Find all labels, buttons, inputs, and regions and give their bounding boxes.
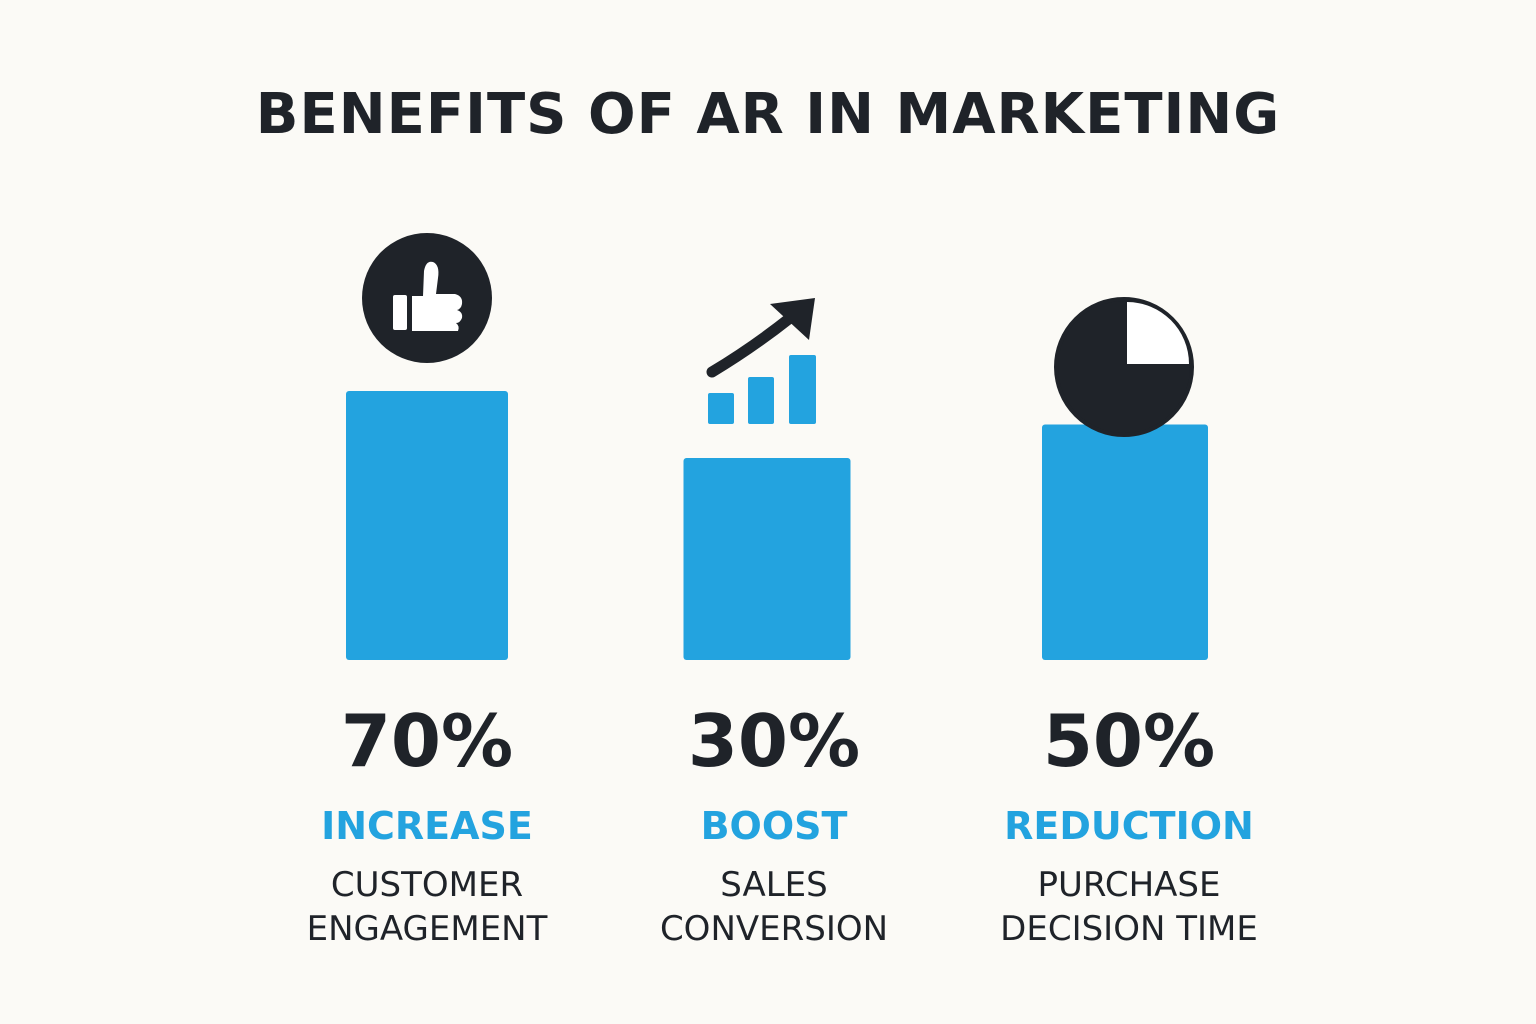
metric-description: SALES CONVERSION xyxy=(594,863,954,951)
bar-2 xyxy=(1042,424,1208,660)
description-line: CUSTOMER xyxy=(330,865,524,905)
bar-1 xyxy=(683,458,851,660)
description-line: ENGAGEMENT xyxy=(306,909,548,949)
metric-column-2: 50% REDUCTION PURCHASE DECISION TIME xyxy=(949,705,1309,951)
growth-chart-icon xyxy=(706,298,816,424)
metric-verb: REDUCTION xyxy=(1004,804,1254,848)
thumbs-up-icon xyxy=(362,233,492,363)
metric-verb: INCREASE xyxy=(321,804,533,848)
metric-verb: BOOST xyxy=(700,804,848,848)
bar-0 xyxy=(346,391,508,660)
chart-title: BENEFITS OF AR IN MARKETING xyxy=(255,82,1281,147)
value-label: 30% xyxy=(687,699,861,783)
metric-column-1: 30% BOOST SALES CONVERSION xyxy=(594,705,954,951)
metric-column-0: 70% INCREASE CUSTOMER ENGAGEMENT xyxy=(247,705,607,951)
description-line: SALES xyxy=(720,865,828,905)
metric-description: CUSTOMER ENGAGEMENT xyxy=(247,863,607,951)
description-line: CONVERSION xyxy=(659,909,889,949)
clock-pie-icon xyxy=(1054,297,1194,437)
value-label: 50% xyxy=(1042,699,1216,783)
value-label: 70% xyxy=(340,699,514,783)
description-line: DECISION TIME xyxy=(1000,909,1258,949)
metric-description: PURCHASE DECISION TIME xyxy=(949,863,1309,951)
description-line: PURCHASE xyxy=(1037,865,1221,905)
